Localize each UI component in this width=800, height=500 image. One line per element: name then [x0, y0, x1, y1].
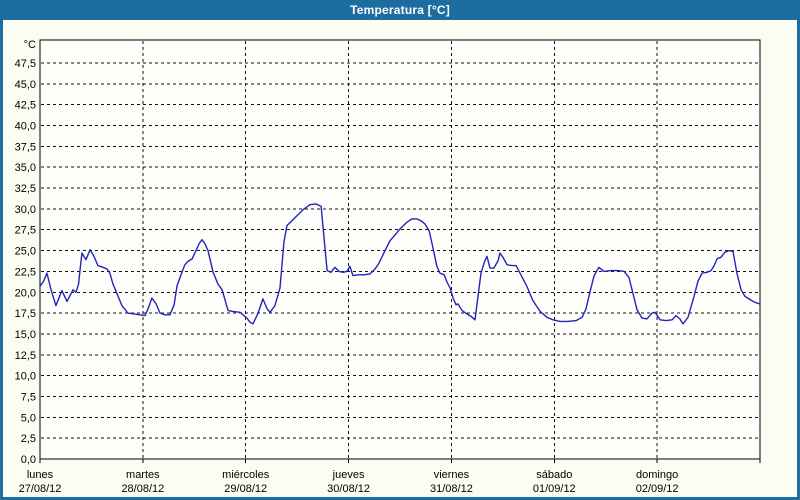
x-day-label: jueves	[332, 469, 365, 481]
window-titlebar: Temperatura [°C]	[0, 0, 800, 20]
x-day-label: martes	[126, 469, 160, 481]
y-tick-label: 12,5	[15, 350, 36, 362]
x-date-label: 29/08/12	[224, 483, 267, 495]
x-day-label: viernes	[434, 469, 470, 481]
y-tick-label: 27,5	[15, 225, 36, 237]
y-tick-label: 35,0	[15, 162, 36, 174]
y-axis-unit-label: °C	[24, 39, 36, 51]
y-tick-label: 37,5	[15, 141, 36, 153]
chart-panel: 0,0 2,5 5,0 7,5 10,0 12,5 15,0 17,5 20,0 22,5 25,0…	[3, 20, 797, 497]
y-tick-label: 40,0	[15, 121, 36, 133]
temperature-line-chart: 0,0 2,5 5,0 7,5 10,0 12,5 15,0 17,5 20,0 22,5 25,0…	[15, 39, 761, 495]
y-tick-label: 20,0	[15, 287, 36, 299]
y-tick-label: 17,5	[15, 308, 36, 320]
y-tick-label: 45,0	[15, 79, 36, 91]
x-date-label: 31/08/12	[430, 483, 473, 495]
y-tick-label: 0,0	[21, 454, 36, 466]
x-date-label: 01/09/12	[533, 483, 576, 495]
y-tick-label: 42,5	[15, 100, 36, 112]
y-tick-label: 2,5	[21, 433, 36, 445]
plot-area	[39, 39, 761, 460]
y-tick-label: 15,0	[15, 329, 36, 341]
x-date-label: 27/08/12	[19, 483, 62, 495]
x-day-label: domingo	[636, 469, 678, 481]
x-day-label: miércoles	[222, 469, 270, 481]
x-day-label: sábado	[536, 469, 572, 481]
x-day-label: lunes	[27, 469, 54, 481]
x-date-label: 30/08/12	[327, 483, 370, 495]
y-tick-label: 47,5	[15, 58, 36, 70]
y-tick-label: 22,5	[15, 266, 36, 278]
y-tick-label: 7,5	[21, 391, 36, 403]
x-date-label: 02/09/12	[636, 483, 679, 495]
y-tick-label: 25,0	[15, 246, 36, 258]
y-tick-label: 5,0	[21, 412, 36, 424]
y-tick-label: 30,0	[15, 204, 36, 216]
temperature-series-line	[39, 203, 761, 325]
y-tick-label: 32,5	[15, 183, 36, 195]
y-tick-label: 10,0	[15, 371, 36, 383]
chart-title: Temperatura [°C]	[350, 3, 450, 17]
x-date-label: 28/08/12	[121, 483, 164, 495]
